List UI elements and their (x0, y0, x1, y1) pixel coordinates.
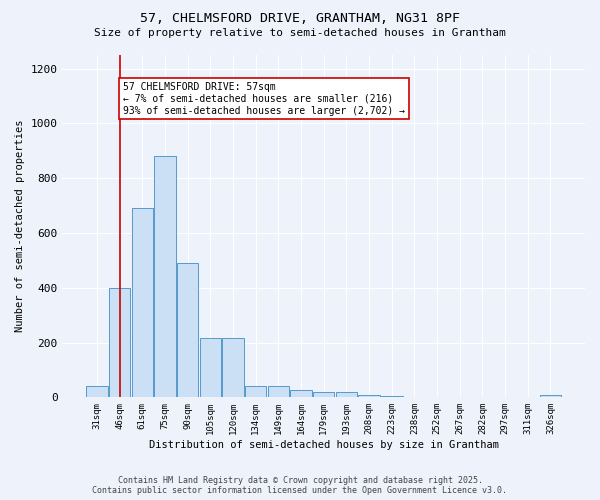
Bar (335, 392, 357, 398)
Bar (427, 397, 448, 398)
Bar (517, 397, 539, 398)
Bar (404, 397, 425, 398)
X-axis label: Distribution of semi-detached houses by size in Grantham: Distribution of semi-detached houses by … (149, 440, 499, 450)
Bar (222, 338, 244, 398)
Bar (494, 397, 516, 398)
Text: 57 CHELMSFORD DRIVE: 57sqm
← 7% of semi-detached houses are smaller (216)
93% of: 57 CHELMSFORD DRIVE: 57sqm ← 7% of semi-… (123, 82, 405, 116)
Bar (177, 263, 199, 398)
Bar (472, 397, 493, 398)
Bar (200, 338, 221, 398)
Text: Contains HM Land Registry data © Crown copyright and database right 2025.
Contai: Contains HM Land Registry data © Crown c… (92, 476, 508, 495)
Bar (86, 386, 108, 398)
Bar (449, 397, 470, 398)
Bar (381, 396, 403, 398)
Bar (268, 386, 289, 398)
Bar (154, 156, 176, 398)
Bar (245, 386, 266, 398)
Bar (358, 394, 380, 398)
Text: 57, CHELMSFORD DRIVE, GRANTHAM, NG31 8PF: 57, CHELMSFORD DRIVE, GRANTHAM, NG31 8PF (140, 12, 460, 26)
Bar (540, 394, 561, 398)
Y-axis label: Number of semi-detached properties: Number of semi-detached properties (15, 120, 25, 332)
Bar (290, 390, 312, 398)
Bar (109, 288, 130, 398)
Text: Size of property relative to semi-detached houses in Grantham: Size of property relative to semi-detach… (94, 28, 506, 38)
Bar (313, 392, 334, 398)
Bar (131, 208, 153, 398)
